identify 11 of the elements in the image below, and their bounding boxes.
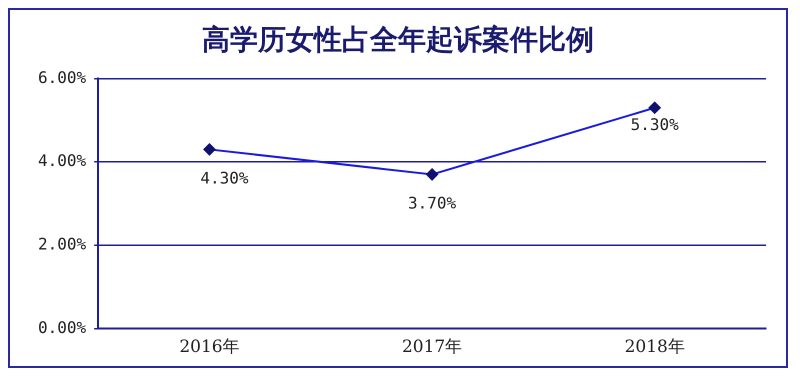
y-tick-label: 2.00% xyxy=(38,234,87,254)
x-tick-label: 2017年 xyxy=(402,337,462,358)
data-label: 5.30% xyxy=(630,114,680,134)
y-tick-label: 4.00% xyxy=(38,151,87,170)
data-label: 3.70% xyxy=(408,194,457,213)
x-tick-label: 2018年 xyxy=(624,337,685,358)
data-label: 4.30% xyxy=(200,168,249,188)
y-tick-label: 0.00% xyxy=(38,318,87,337)
x-tick-label: 2016年 xyxy=(179,337,240,358)
y-tick-label: 6.00% xyxy=(38,68,87,87)
chart-title: 高学历女性占全年起诉案件比例 xyxy=(202,23,594,56)
